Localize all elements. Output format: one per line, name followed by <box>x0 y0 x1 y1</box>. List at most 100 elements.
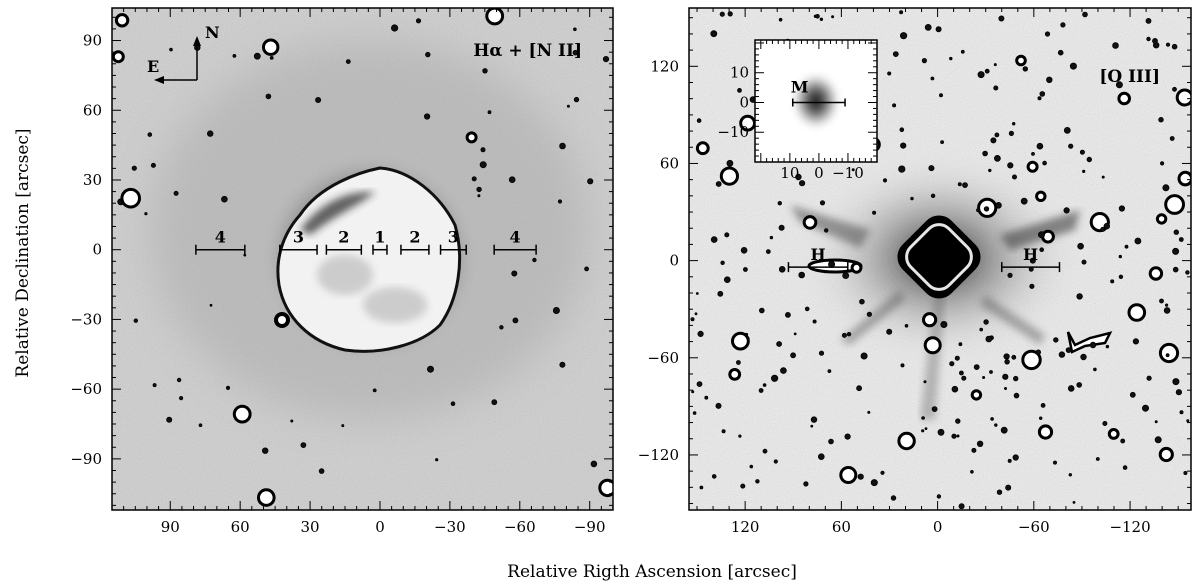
star <box>450 401 456 407</box>
star-field <box>112 8 613 507</box>
star <box>930 76 935 81</box>
aperture-region: 2 <box>325 228 363 255</box>
star <box>1158 446 1174 463</box>
star <box>928 165 935 172</box>
star <box>762 383 767 387</box>
star <box>936 494 942 499</box>
star <box>479 161 487 169</box>
star <box>1031 151 1035 156</box>
star <box>150 162 156 168</box>
star <box>818 350 825 356</box>
star <box>951 385 959 393</box>
region-label: 3 <box>448 228 459 247</box>
star <box>471 176 477 182</box>
star <box>269 56 274 60</box>
star <box>1155 213 1168 225</box>
star <box>1086 156 1092 163</box>
star <box>758 388 764 393</box>
star <box>1124 244 1129 249</box>
star <box>1172 266 1179 273</box>
star <box>982 375 986 379</box>
star <box>949 361 955 367</box>
star <box>962 182 968 189</box>
star <box>262 38 280 56</box>
star <box>1012 174 1018 180</box>
star <box>1005 484 1012 491</box>
star <box>1179 410 1184 415</box>
inset-tick-labels: 10 0 −10 10 0 −10 <box>717 64 863 182</box>
halpha-image <box>112 8 613 510</box>
y-tick-label: −10 <box>717 123 749 141</box>
star <box>1095 457 1100 461</box>
star <box>1089 341 1097 349</box>
star <box>736 360 741 365</box>
compass-east: E <box>147 57 159 76</box>
region-label: 4 <box>215 228 226 247</box>
star <box>1082 169 1086 173</box>
star <box>824 228 829 233</box>
star <box>209 303 213 307</box>
star <box>1118 274 1124 279</box>
star <box>1037 424 1054 440</box>
star <box>1004 359 1010 365</box>
star-field <box>690 10 1191 510</box>
star <box>1142 404 1150 412</box>
star <box>300 442 307 449</box>
star <box>1008 130 1015 136</box>
star <box>552 306 560 314</box>
star <box>253 52 261 60</box>
star <box>487 110 492 115</box>
star <box>114 13 130 28</box>
x-tick-label: 30 <box>301 518 320 536</box>
star <box>973 364 980 371</box>
star <box>1185 270 1190 275</box>
y-tick-label: 30 <box>83 171 102 189</box>
star <box>954 355 960 361</box>
star <box>176 377 182 383</box>
y-tick-label: −60 <box>70 380 102 398</box>
star <box>425 51 431 58</box>
aperture-region: H <box>1000 245 1061 273</box>
star <box>423 113 431 120</box>
star <box>1129 391 1136 398</box>
star <box>1040 402 1046 408</box>
star <box>511 270 518 277</box>
star <box>1007 458 1012 463</box>
aperture-region: 2 <box>400 228 430 255</box>
star <box>923 336 942 355</box>
star <box>112 50 125 64</box>
inset-ticks <box>754 40 878 163</box>
star <box>477 194 481 198</box>
star <box>778 17 783 22</box>
star <box>1160 161 1165 166</box>
star <box>743 267 748 272</box>
star <box>1172 247 1180 255</box>
star <box>1146 36 1151 42</box>
star <box>1000 426 1008 434</box>
star <box>704 395 709 400</box>
left-panel-label: Hα + [N II] <box>473 41 582 61</box>
y-axis-title: Relative Declination [arcsec] <box>13 128 33 377</box>
star <box>1152 38 1158 44</box>
star <box>773 459 778 464</box>
star <box>1021 349 1042 371</box>
star <box>887 71 892 76</box>
star <box>290 419 294 423</box>
star <box>699 485 704 490</box>
star <box>144 212 148 216</box>
star <box>922 312 938 328</box>
star <box>785 311 791 318</box>
y-tick-label: 60 <box>660 154 679 172</box>
star <box>900 142 907 149</box>
star <box>780 367 787 374</box>
star <box>851 168 855 172</box>
star <box>989 370 993 374</box>
star <box>977 71 985 79</box>
star <box>961 375 967 381</box>
star <box>850 261 863 274</box>
star <box>717 290 724 297</box>
star <box>131 165 137 171</box>
star <box>715 181 722 187</box>
star <box>559 142 566 150</box>
star <box>1015 54 1027 67</box>
